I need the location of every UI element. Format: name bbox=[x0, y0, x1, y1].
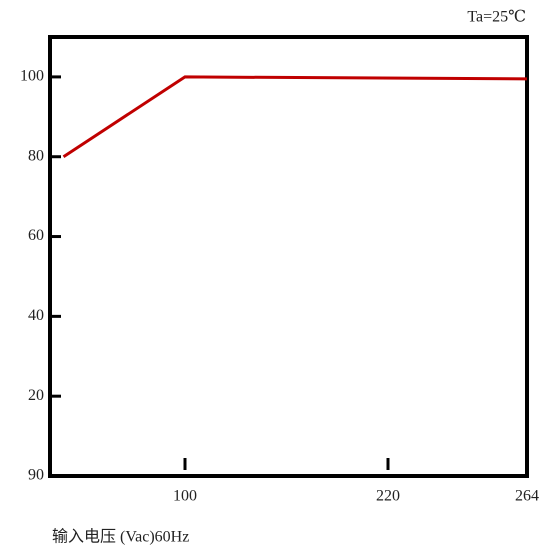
data-line bbox=[62, 75, 528, 158]
x-tick-label: 264 bbox=[515, 488, 539, 505]
y-tick-label: 90 bbox=[28, 467, 44, 484]
plot-frame bbox=[48, 35, 529, 478]
y-tick-label: 40 bbox=[28, 307, 44, 324]
y-tick-label: 20 bbox=[28, 387, 44, 404]
x-axis-label: 输入电压 (Vac)60Hz bbox=[52, 528, 189, 546]
y-tick-label: 100 bbox=[20, 68, 44, 85]
y-tick-label: 60 bbox=[28, 227, 44, 244]
x-tick-label: 220 bbox=[376, 488, 400, 505]
annotation: Ta=25℃ bbox=[467, 9, 526, 26]
x-tick-label: 100 bbox=[173, 488, 197, 505]
y-tick-label: 80 bbox=[28, 147, 44, 164]
